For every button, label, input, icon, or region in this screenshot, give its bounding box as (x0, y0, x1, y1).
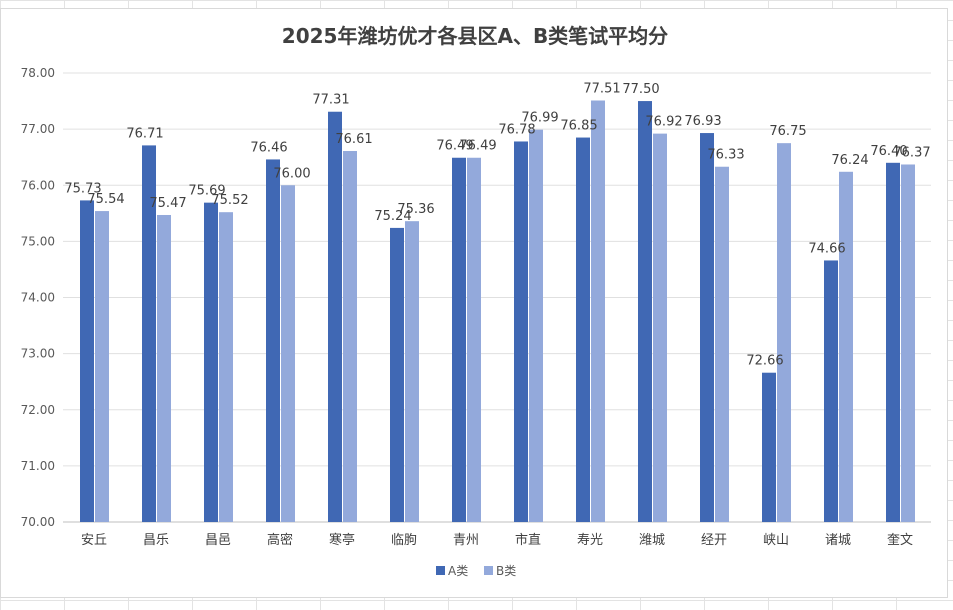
data-label-a-12: 74.66 (808, 241, 845, 256)
data-label-a-2: 75.69 (188, 184, 225, 199)
y-tick-label: 71.00 (21, 459, 55, 473)
data-label-a-9: 77.50 (622, 82, 659, 97)
data-label-a-11: 72.66 (746, 354, 783, 369)
bar-a-2[interactable] (204, 202, 218, 522)
bars (80, 100, 915, 523)
data-label-b-11: 76.75 (769, 124, 806, 139)
bar-a-9[interactable] (638, 101, 652, 522)
x-category-label: 诸城 (825, 533, 851, 548)
data-label-a-8: 76.85 (560, 119, 597, 134)
data-label-b-9: 76.92 (645, 115, 682, 130)
x-category-label: 临朐 (391, 533, 417, 548)
x-category-label: 经开 (701, 533, 727, 548)
x-category-label: 昌邑 (205, 533, 231, 548)
bar-a-11[interactable] (762, 372, 776, 522)
data-label-b-2: 75.52 (211, 193, 248, 208)
data-label-a-10: 76.93 (684, 114, 721, 129)
legend-label-a: A类 (448, 564, 468, 578)
x-category-label: 潍城 (639, 533, 665, 548)
data-label-b-5: 75.36 (397, 202, 434, 217)
bar-b-4[interactable] (343, 151, 357, 523)
x-category-label: 市直 (515, 532, 541, 548)
gridlines (63, 72, 931, 523)
bar-a-8[interactable] (576, 137, 590, 522)
bar-a-13[interactable] (886, 162, 900, 523)
bar-a-0[interactable] (80, 200, 94, 522)
data-label-b-6: 76.49 (459, 139, 496, 154)
y-tick-label: 72.00 (21, 403, 55, 417)
x-category-label: 高密 (267, 532, 293, 548)
bar-a-10[interactable] (700, 133, 714, 522)
y-tick-label: 74.00 (21, 291, 55, 305)
y-axis: 70.00 71.00 72.00 73.00 74.00 75.00 76.00 77.00… (21, 66, 55, 529)
chart-title: 2025年潍坊优才各县区A、B类笔试平均分 (282, 24, 668, 48)
x-category-label: 昌乐 (143, 533, 169, 548)
bar-b-11[interactable] (777, 143, 791, 522)
y-tick-label: 75.00 (21, 234, 55, 248)
x-category-label: 峡山 (763, 533, 789, 548)
x-category-label: 寒亭 (329, 532, 355, 548)
bar-b-3[interactable] (281, 185, 295, 522)
y-tick-label: 76.00 (21, 178, 55, 192)
data-label-b-10: 76.33 (707, 148, 744, 163)
data-label-a-6: 76.49 (436, 139, 473, 154)
bar-a-7[interactable] (514, 141, 528, 522)
bar-a-1[interactable] (142, 145, 156, 522)
y-tick-label: 77.00 (21, 122, 55, 136)
data-label-b-3: 76.00 (273, 166, 310, 181)
x-category-label: 奎文 (887, 533, 913, 548)
data-label-a-0: 75.73 (64, 181, 101, 196)
x-axis: 安丘 昌乐 昌邑 高密 寒亭 临朐 青州 市直 寿光 潍城 经开 峡山 诸城 奎文 (81, 532, 913, 548)
bar-a-5[interactable] (390, 227, 404, 522)
bar-b-9[interactable] (653, 133, 667, 522)
y-tick-label: 70.00 (21, 515, 55, 529)
x-category-label: 青州 (453, 533, 479, 548)
bar-b-5[interactable] (405, 221, 419, 523)
data-label-a-7: 76.78 (498, 122, 535, 137)
bar-b-8[interactable] (591, 100, 605, 522)
bar-b-13[interactable] (901, 164, 915, 522)
legend-swatch-a (436, 566, 445, 575)
data-label-b-12: 76.24 (831, 153, 868, 168)
bar-b-12[interactable] (839, 171, 853, 522)
bar-b-7[interactable] (529, 129, 543, 522)
y-tick-label: 73.00 (21, 347, 55, 361)
data-label-b-1: 75.47 (149, 196, 186, 211)
data-label-a-4: 77.31 (312, 93, 349, 108)
x-category-label: 寿光 (577, 533, 603, 548)
bar-b-2[interactable] (219, 212, 233, 522)
chart-area[interactable]: 2025年潍坊优才各县区A、B类笔试平均分 70.00 71.00 72.00 73.… (0, 8, 948, 598)
bar-chart: 2025年潍坊优才各县区A、B类笔试平均分 70.00 71.00 72.00 73.… (21, 24, 931, 578)
data-label-b-7: 76.99 (521, 111, 558, 126)
legend-swatch-b (484, 566, 493, 575)
bar-b-1[interactable] (157, 214, 171, 522)
bar-a-3[interactable] (266, 159, 280, 522)
y-tick-label: 78.00 (21, 66, 55, 80)
data-label-a-13: 76.40 (870, 144, 907, 159)
bar-b-10[interactable] (715, 166, 729, 522)
bar-a-4[interactable] (328, 111, 342, 522)
bar-b-6[interactable] (467, 157, 481, 522)
data-label-b-13: 76.37 (893, 145, 930, 160)
data-label-a-1: 76.71 (126, 126, 163, 141)
data-label-a-3: 76.46 (250, 140, 287, 155)
data-label-b-4: 76.61 (335, 132, 372, 147)
bar-b-0[interactable] (95, 211, 109, 522)
data-label-b-0: 75.54 (87, 192, 124, 207)
data-label-a-5: 75.24 (374, 209, 411, 224)
data-label-b-8: 77.51 (583, 82, 620, 97)
legend-label-b: B类 (496, 564, 516, 578)
legend: A类 B类 (436, 564, 516, 578)
bar-a-12[interactable] (824, 260, 838, 522)
x-category-label: 安丘 (81, 533, 107, 548)
bar-a-6[interactable] (452, 157, 466, 522)
